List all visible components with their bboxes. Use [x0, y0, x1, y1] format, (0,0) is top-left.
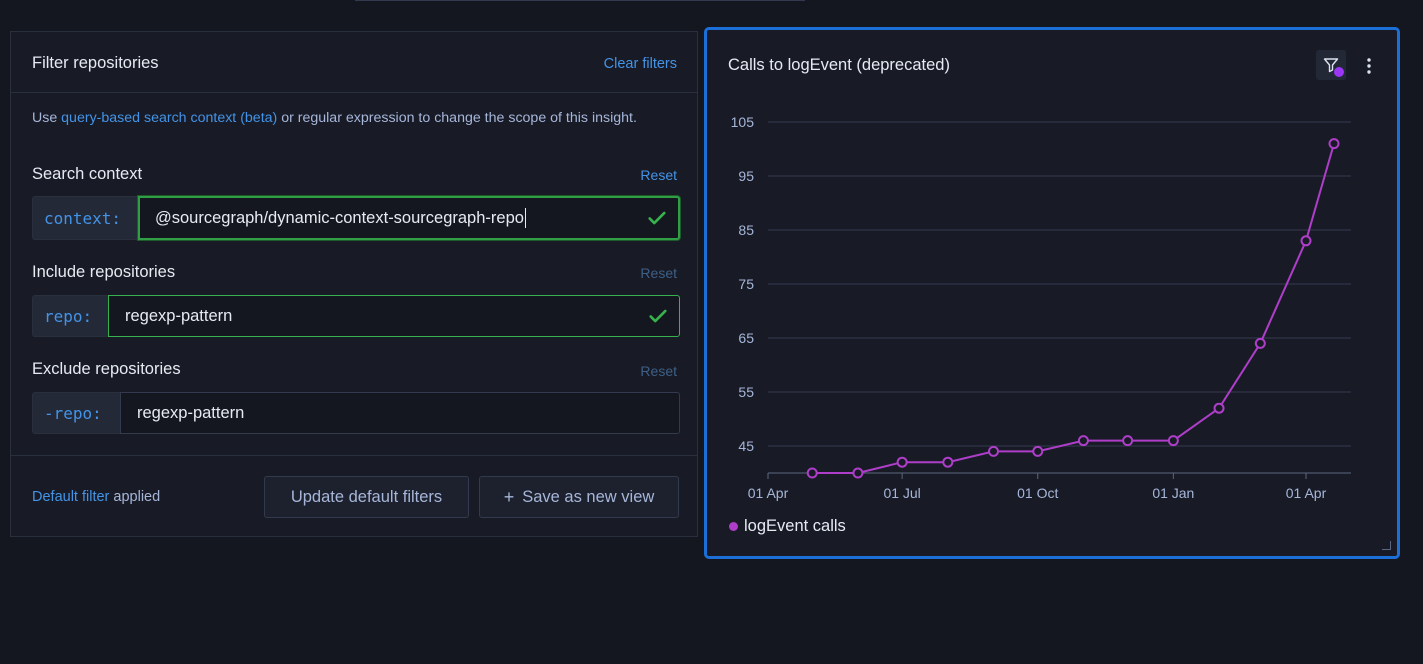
- data-point: [1077, 435, 1089, 447]
- data-point: [1300, 235, 1312, 247]
- data-point: [806, 467, 818, 479]
- search-context-input[interactable]: @sourcegraph/dynamic-context-sourcegraph…: [138, 196, 680, 240]
- y-tick-label: 105: [731, 114, 755, 130]
- filter-description: Use query-based search context (beta) or…: [32, 108, 682, 128]
- default-filter-suffix: applied: [109, 489, 161, 505]
- exclude-repositories-input[interactable]: regexp-pattern: [120, 392, 680, 434]
- x-tick-label: 01 Jul: [883, 485, 920, 501]
- filter-panel-title: Filter repositories: [32, 54, 159, 72]
- chart-grid: [768, 121, 1351, 447]
- include-repositories-label: Include repositories: [32, 263, 176, 281]
- filter-active-indicator: [1334, 67, 1344, 77]
- y-tick-label: 65: [738, 330, 754, 346]
- search-context-field: context: @sourcegraph/dynamic-context-so…: [32, 196, 680, 240]
- data-point: [852, 467, 864, 479]
- x-tick-label: 01 Jan: [1152, 485, 1194, 501]
- filter-panel: Filter repositories Clear filters Use qu…: [10, 31, 698, 537]
- filter-icon: [1323, 58, 1339, 73]
- data-point: [1167, 435, 1179, 447]
- insight-chart-card: Calls to logEvent (deprecated) 45 55 65 75 8…: [704, 27, 1400, 559]
- check-icon: [648, 211, 666, 225]
- exclude-repositories-value: regexp-pattern: [137, 403, 245, 422]
- data-point: [1122, 435, 1134, 447]
- include-repositories-value: regexp-pattern: [125, 306, 233, 325]
- data-point: [1213, 402, 1225, 414]
- filter-toggle-button[interactable]: [1316, 50, 1346, 80]
- y-tick-label: 75: [738, 276, 754, 292]
- save-as-new-view-button[interactable]: + Save as new view: [479, 476, 679, 518]
- resize-handle[interactable]: [1382, 541, 1391, 550]
- clear-filters-button[interactable]: Clear filters: [603, 56, 677, 72]
- y-axis: 45 55 65 75 85 95 105: [731, 114, 755, 454]
- search-context-reset-button[interactable]: Reset: [640, 167, 677, 183]
- data-point: [896, 456, 908, 468]
- data-point: [942, 456, 954, 468]
- line-chart: 45 55 65 75 85 95 105 01 Apr 01 Jul 01 Oct 01 Jan…: [731, 114, 1351, 501]
- repo-prefix: repo:: [32, 295, 108, 337]
- chart-title: Calls to logEvent (deprecated): [728, 56, 950, 74]
- top-divider: [355, 0, 805, 1]
- include-reset-button[interactable]: Reset: [640, 265, 677, 281]
- include-repositories-input[interactable]: regexp-pattern: [108, 295, 680, 337]
- check-icon: [649, 309, 667, 323]
- text-caret: [524, 208, 526, 228]
- default-filter-note: Default filter applied: [32, 489, 160, 505]
- data-point: [1254, 337, 1266, 349]
- data-point: [1032, 445, 1044, 457]
- legend-swatch: [729, 522, 738, 531]
- y-tick-label: 55: [738, 384, 754, 400]
- x-axis: 01 Apr 01 Jul 01 Oct 01 Jan 01 Apr: [748, 472, 1351, 501]
- legend-label: logEvent calls: [744, 517, 846, 535]
- save-as-new-view-label: Save as new view: [522, 487, 655, 506]
- exclude-repositories-label: Exclude repositories: [32, 360, 181, 378]
- y-tick-label: 45: [738, 438, 754, 454]
- y-tick-label: 95: [738, 168, 754, 184]
- description-prefix: Use: [32, 110, 62, 126]
- plus-icon: +: [503, 486, 515, 507]
- search-context-label: Search context: [32, 165, 143, 183]
- x-tick-label: 01 Apr: [748, 485, 789, 501]
- context-prefix: context:: [32, 196, 138, 240]
- description-suffix: or regular expression to change the scop…: [277, 110, 637, 126]
- exclude-reset-button[interactable]: Reset: [640, 363, 677, 379]
- chart-legend: logEvent calls: [729, 517, 846, 536]
- update-default-filters-button[interactable]: Update default filters: [264, 476, 469, 518]
- exclude-repositories-field: -repo: regexp-pattern: [32, 392, 680, 434]
- y-tick-label: 85: [738, 222, 754, 238]
- include-repositories-field: repo: regexp-pattern: [32, 295, 680, 337]
- chart-series: [806, 138, 1340, 479]
- search-context-value: @sourcegraph/dynamic-context-sourcegraph…: [155, 208, 524, 227]
- x-tick-label: 01 Oct: [1017, 485, 1058, 501]
- filter-panel-divider: [11, 455, 697, 456]
- default-filter-link[interactable]: Default filter: [32, 489, 110, 505]
- series-line: [812, 143, 1335, 474]
- x-tick-label: 01 Apr: [1286, 485, 1327, 501]
- filter-panel-header: Filter repositories Clear filters: [11, 32, 697, 93]
- search-context-link[interactable]: query-based search context (beta): [61, 110, 278, 126]
- more-options-icon[interactable]: [1359, 54, 1379, 78]
- exclude-repo-prefix: -repo:: [32, 392, 120, 434]
- data-point: [988, 445, 1000, 457]
- data-point: [1328, 138, 1340, 150]
